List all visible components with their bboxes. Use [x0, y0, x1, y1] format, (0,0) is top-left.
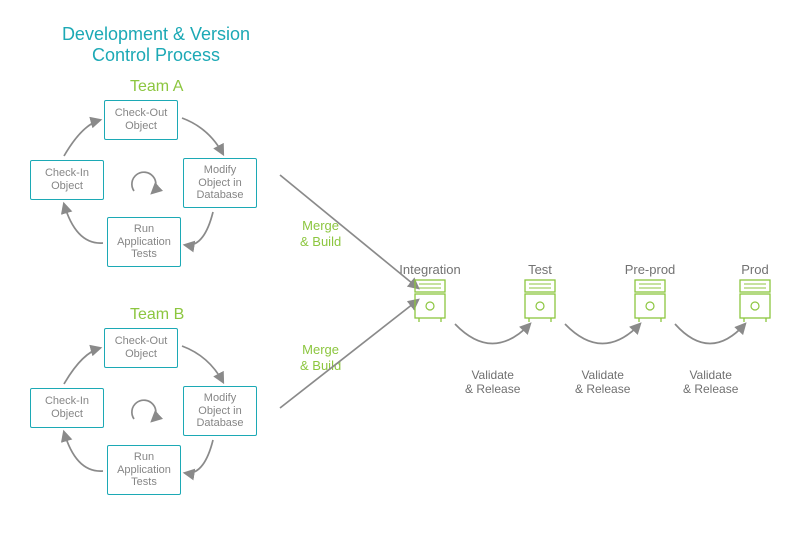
team-a-checkout-box: Check-OutObject [104, 100, 178, 140]
team-a-runtests-box: RunApplicationTests [107, 217, 181, 267]
preprod-label: Pre-prod [610, 262, 690, 278]
box-label: RunApplicationTests [117, 451, 171, 489]
box-label: Check-InObject [45, 167, 89, 192]
team-a-modify-box: ModifyObject inDatabase [183, 158, 257, 208]
box-label: ModifyObject inDatabase [196, 392, 243, 430]
team-a-checkin-box: Check-InObject [30, 160, 104, 200]
validate-release-label-3: Validate& Release [683, 368, 738, 397]
box-label: ModifyObject inDatabase [196, 164, 243, 202]
merge-build-label-b: Merge& Build [300, 342, 341, 373]
diagram-title: Development & VersionControl Process [51, 24, 261, 66]
team-b-checkin-box: Check-InObject [30, 388, 104, 428]
validate-release-label-2: Validate& Release [575, 368, 630, 397]
prod-label: Prod [715, 262, 795, 278]
team-b-runtests-box: RunApplicationTests [107, 445, 181, 495]
integration-label: Integration [390, 262, 470, 278]
team-b-checkout-box: Check-OutObject [104, 328, 178, 368]
team-b-modify-box: ModifyObject inDatabase [183, 386, 257, 436]
box-label: Check-OutObject [115, 335, 168, 360]
team-b-label: Team B [130, 306, 184, 324]
validate-release-label-1: Validate& Release [465, 368, 520, 397]
box-label: Check-OutObject [115, 107, 168, 132]
box-label: RunApplicationTests [117, 223, 171, 261]
team-a-label: Team A [130, 78, 183, 96]
box-label: Check-InObject [45, 395, 89, 420]
merge-build-label-a: Merge& Build [300, 218, 341, 249]
test-label: Test [500, 262, 580, 278]
